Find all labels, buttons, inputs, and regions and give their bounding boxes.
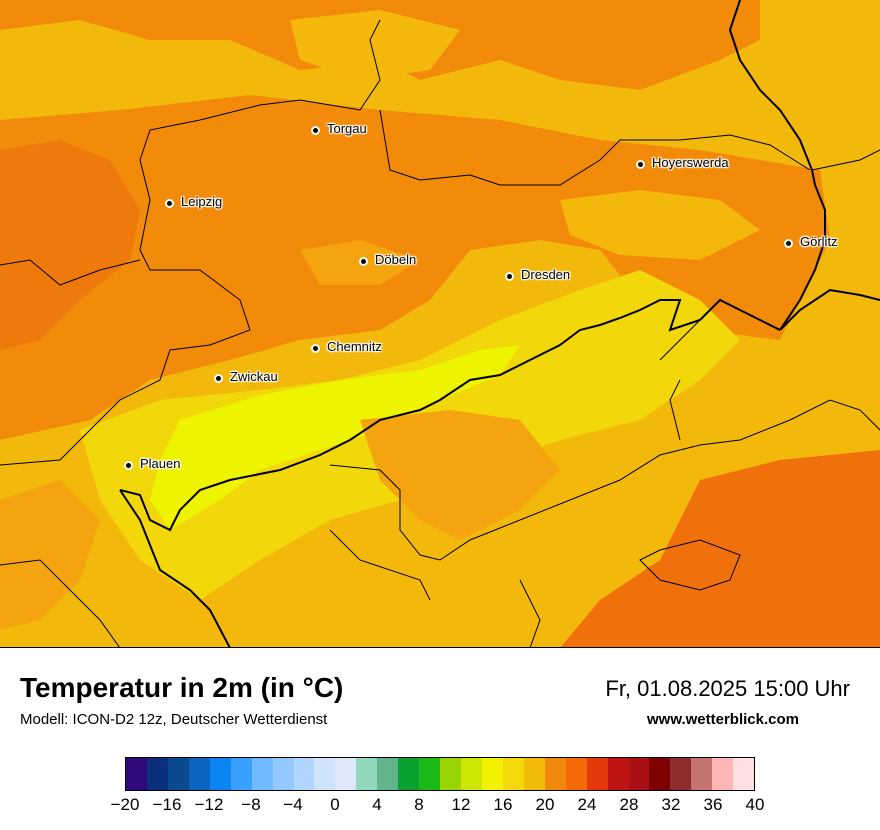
temperature-field bbox=[0, 0, 880, 647]
legend-swatch bbox=[502, 758, 524, 790]
legend-tick-label: 40 bbox=[745, 795, 765, 814]
legend-swatch bbox=[335, 758, 357, 790]
website-link[interactable]: www.wetterblick.com bbox=[647, 711, 799, 728]
city-marker-torgau bbox=[311, 126, 320, 135]
border-bavaria bbox=[0, 559, 120, 647]
legend-tick-label: 8 bbox=[414, 795, 424, 814]
legend-tick-label: −12 bbox=[194, 795, 224, 814]
legend-tick-label: 20 bbox=[535, 795, 555, 814]
map-title: Temperatur in 2m (in °C) bbox=[20, 672, 344, 703]
city-label-goerlitz: Görlitz bbox=[800, 234, 838, 249]
border-germany-czech bbox=[119, 298, 781, 532]
legend-swatch bbox=[461, 758, 482, 790]
legend-swatch bbox=[565, 758, 587, 790]
border-saxony-brandenburg bbox=[139, 19, 811, 186]
border-south-inner bbox=[329, 529, 541, 647]
city-marker-plauen bbox=[124, 461, 133, 470]
light-patch-north bbox=[290, 10, 460, 80]
legend-tick-label: −16 bbox=[152, 795, 182, 814]
city-marker-zwickau bbox=[214, 374, 223, 383]
legend-swatch bbox=[356, 758, 378, 790]
temperature-map: Torgau Hoyerswerda Leipzig Görlitz Döbel… bbox=[0, 0, 880, 648]
city-marker-leipzig bbox=[165, 199, 174, 208]
legend-swatch bbox=[293, 758, 315, 790]
legend-swatch bbox=[230, 758, 252, 790]
legend-swatch bbox=[628, 758, 650, 790]
city-label-torgau: Torgau bbox=[327, 121, 367, 136]
legend-swatch bbox=[126, 758, 147, 790]
legend-swatch bbox=[607, 758, 629, 790]
warm-zone-central bbox=[0, 95, 830, 440]
coolest-zone-ridge bbox=[150, 345, 520, 530]
legend-tick-label: 4 bbox=[372, 795, 382, 814]
legend-swatch bbox=[146, 758, 168, 790]
legend-swatch bbox=[272, 758, 294, 790]
light-patch-east bbox=[560, 190, 760, 260]
legend-swatch bbox=[209, 758, 231, 790]
legend-swatch bbox=[670, 758, 692, 790]
legend-swatch bbox=[398, 758, 420, 790]
city-marker-hoyerswerda bbox=[636, 160, 645, 169]
legend-swatch bbox=[586, 758, 608, 790]
warm-zone-southeast bbox=[560, 450, 880, 647]
legend-swatch bbox=[544, 758, 566, 790]
border-thuringia-west bbox=[0, 259, 141, 286]
model-info: Modell: ICON-D2 12z, Deutscher Wetterdie… bbox=[20, 711, 328, 728]
city-marker-dresden bbox=[505, 272, 514, 281]
city-label-plauen: Plauen bbox=[140, 456, 181, 471]
city-marker-goerlitz bbox=[784, 239, 793, 248]
country-borders bbox=[119, 0, 880, 647]
border-czech bbox=[329, 399, 880, 561]
city-marker-chemnitz bbox=[311, 344, 320, 353]
border-germany-poland bbox=[728, 0, 826, 331]
legend-tick-label: 0 bbox=[330, 795, 340, 814]
forecast-datetime: Fr, 01.08.2025 15:00 Uhr bbox=[605, 676, 850, 701]
legend-tick-label: 36 bbox=[703, 795, 723, 814]
city-label-doebeln: Döbeln bbox=[375, 252, 417, 267]
legend-swatch bbox=[712, 758, 734, 790]
color-scale-ticks: −20 −16 −12 −8 −4 0 4 8 12 16 20 24 28 32 36 40 bbox=[111, 795, 765, 819]
legend-swatch bbox=[377, 758, 399, 790]
warm-zone-south bbox=[0, 480, 100, 630]
legend-swatch bbox=[649, 758, 671, 790]
legend-swatch bbox=[314, 758, 336, 790]
legend-tick-label: 12 bbox=[451, 795, 471, 814]
city-label-leipzig: Leipzig bbox=[181, 194, 223, 209]
border-poland-east bbox=[811, 149, 880, 171]
legend-swatch bbox=[167, 758, 189, 790]
city-label-hoyerswerda: Hoyerswerda bbox=[652, 155, 729, 170]
legend-swatch bbox=[691, 758, 713, 790]
legend-swatch bbox=[440, 758, 461, 790]
warm-zone-bohemia bbox=[360, 410, 560, 540]
border-bohemia-inner bbox=[659, 319, 701, 441]
legend-swatch bbox=[188, 758, 210, 790]
border-germany-czech-west bbox=[119, 489, 231, 647]
legend-swatch bbox=[419, 758, 441, 790]
legend-swatch bbox=[481, 758, 503, 790]
border-southeast bbox=[639, 539, 741, 591]
legend-tick-label: 32 bbox=[661, 795, 681, 814]
city-label-zwickau: Zwickau bbox=[230, 369, 278, 384]
legend-tick-label: −20 bbox=[110, 795, 140, 814]
warm-zone-northwest bbox=[0, 140, 140, 350]
border-saxony-thuringia bbox=[0, 159, 251, 466]
border-poland-czech bbox=[779, 288, 880, 331]
legend-tick-label: 28 bbox=[619, 795, 639, 814]
legend-tick-label: −8 bbox=[241, 795, 261, 814]
city-marker-doebeln bbox=[359, 257, 368, 266]
city-label-dresden: Dresden bbox=[521, 267, 571, 282]
city-label-chemnitz: Chemnitz bbox=[327, 339, 382, 354]
legend-swatch bbox=[733, 758, 755, 790]
state-borders bbox=[0, 19, 880, 647]
legend-swatch bbox=[523, 758, 545, 790]
legend-tick-label: 24 bbox=[577, 795, 597, 814]
legend-swatch bbox=[251, 758, 273, 790]
legend-tick-label: 16 bbox=[493, 795, 513, 814]
legend-tick-label: −4 bbox=[283, 795, 303, 814]
color-scale-legend bbox=[125, 757, 755, 791]
